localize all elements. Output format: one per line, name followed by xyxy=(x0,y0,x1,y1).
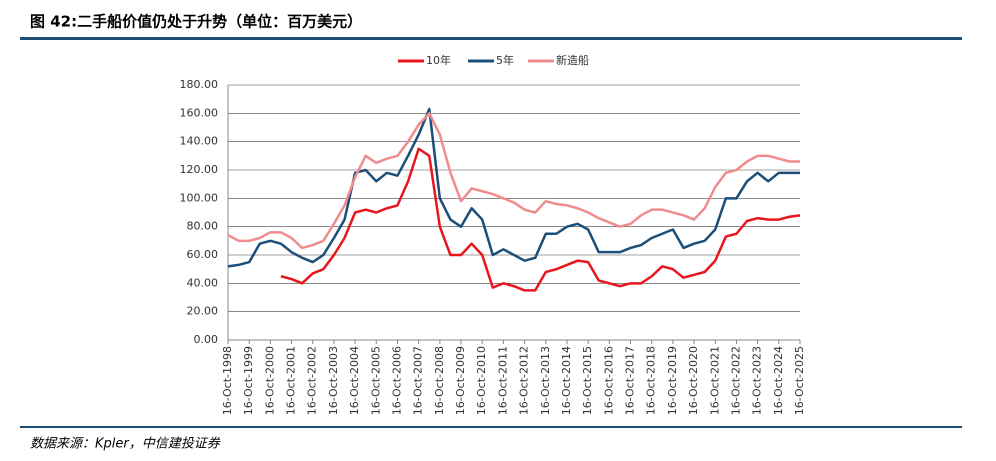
x-tick-label: 16-Oct-2004 xyxy=(348,346,361,415)
y-tick-label: 100.00 xyxy=(180,191,219,204)
source-rule xyxy=(20,426,962,428)
y-tick-label: 40.00 xyxy=(187,276,219,289)
x-tick-label: 16-Oct-1998 xyxy=(221,346,234,415)
y-tick-label: 0.00 xyxy=(194,333,219,346)
y-tick-label: 120.00 xyxy=(180,163,219,176)
x-tick-label: 16-Oct-2024 xyxy=(772,346,785,415)
y-tick-label: 180.00 xyxy=(180,78,219,91)
series-line xyxy=(280,147,801,292)
x-tick-label: 16-Oct-2017 xyxy=(624,346,637,415)
x-tick-label: 16-Oct-2021 xyxy=(708,346,721,415)
legend-label: 新造船 xyxy=(556,53,589,67)
x-tick-label: 16-Oct-2013 xyxy=(539,346,552,415)
legend-label: 10年 xyxy=(426,53,451,67)
series-line xyxy=(227,112,800,250)
x-tick-label: 16-Oct-2022 xyxy=(729,346,742,415)
y-tick-label: 60.00 xyxy=(187,248,219,261)
x-tick-label: 16-Oct-2006 xyxy=(390,346,403,415)
x-tick-label: 16-Oct-2010 xyxy=(475,346,488,415)
x-tick-label: 16-Oct-2005 xyxy=(369,346,382,415)
source: 数据来源：Kpler，中信建投证券 xyxy=(30,437,221,452)
legend-label: 5年 xyxy=(496,53,514,67)
x-tick-label: 16-Oct-2020 xyxy=(687,346,700,415)
x-tick-label: 16-Oct-2011 xyxy=(496,346,509,415)
x-tick-label: 16-Oct-2001 xyxy=(285,346,298,415)
x-tick-label: 16-Oct-2002 xyxy=(306,346,319,415)
x-tick-label: 16-Oct-2019 xyxy=(666,346,679,415)
y-tick-label: 80.00 xyxy=(187,220,219,233)
x-tick-label: 16-Oct-2018 xyxy=(645,346,658,415)
x-tick-label: 16-Oct-2008 xyxy=(433,346,446,415)
y-tick-label: 140.00 xyxy=(180,135,219,148)
chart-title: 图 42:二手船价值仍处于升势（单位：百万美元） xyxy=(30,13,362,31)
x-tick-label: 16-Oct-2000 xyxy=(263,346,276,415)
x-tick-label: 16-Oct-2012 xyxy=(518,346,531,415)
y-tick-label: 160.00 xyxy=(180,106,219,119)
x-tick-label: 16-Oct-1999 xyxy=(242,346,255,415)
x-tick-label: 16-Oct-2007 xyxy=(412,346,425,415)
x-tick-label: 16-Oct-2025 xyxy=(793,346,806,415)
x-tick-label: 16-Oct-2014 xyxy=(560,346,573,415)
x-tick-label: 16-Oct-2015 xyxy=(581,346,594,415)
title-rule xyxy=(20,37,962,40)
x-tick-label: 16-Oct-2023 xyxy=(751,346,764,415)
x-tick-label: 16-Oct-2009 xyxy=(454,346,467,415)
y-tick-label: 20.00 xyxy=(187,305,219,318)
series-line xyxy=(227,107,800,268)
x-tick-label: 16-Oct-2003 xyxy=(327,346,340,415)
x-tick-label: 16-Oct-2016 xyxy=(602,346,615,415)
